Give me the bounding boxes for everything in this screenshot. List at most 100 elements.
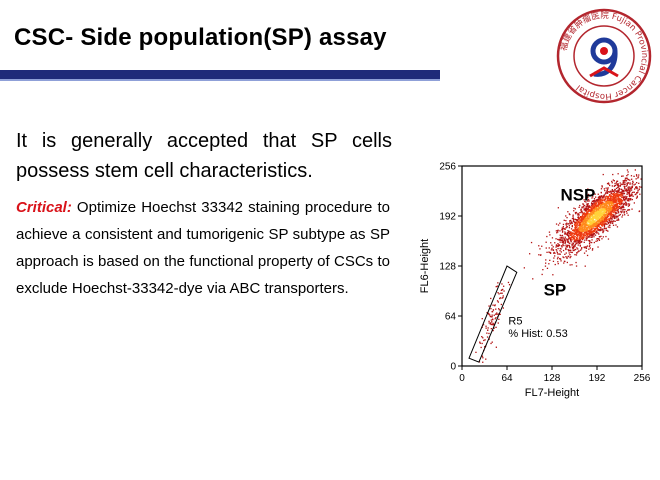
scatter-point: [579, 239, 581, 241]
scatter-point: [594, 206, 596, 208]
scatter-point: [588, 227, 590, 229]
scatter-point: [635, 197, 638, 199]
scatter-point: [611, 185, 613, 187]
scatter-point: [593, 203, 595, 205]
scatter-point: [584, 207, 586, 209]
scatter-point: [587, 232, 589, 235]
scatter-point: [626, 184, 628, 186]
scatter-point: [634, 193, 636, 196]
scatter-point: [589, 219, 591, 222]
scatter-point: [622, 195, 624, 197]
scatter-point: [600, 202, 602, 204]
scatter-point: [573, 218, 575, 220]
scatter-point: [601, 225, 603, 227]
scatter-point: [576, 232, 578, 234]
scatter-point: [488, 322, 490, 324]
scatter-point: [603, 199, 605, 201]
scatter-point: [628, 204, 630, 207]
scatter-point: [612, 193, 614, 196]
scatter-point: [613, 214, 615, 216]
scatter-point: [610, 214, 613, 216]
scatter-point: [597, 238, 599, 240]
scatter-point: [639, 193, 641, 195]
hospital-seal-icon: 福建省肿瘤医院 Fujian Provincial Cancer Hospita…: [556, 8, 652, 104]
scatter-point: [626, 190, 628, 192]
scatter-point: [627, 214, 629, 216]
scatter-point: [596, 213, 599, 216]
scatter-point: [571, 243, 573, 245]
scatter-point: [634, 183, 636, 185]
scatter-point: [595, 204, 597, 206]
scatter-point: [568, 213, 570, 215]
scatter-point: [574, 245, 576, 248]
scatter-point: [559, 237, 561, 239]
scatter-point: [571, 224, 573, 227]
scatter-point: [594, 229, 596, 231]
scatter-point: [595, 203, 598, 205]
scatter-point: [588, 221, 590, 223]
scatter-point: [613, 210, 615, 212]
scatter-point: [618, 190, 620, 193]
scatter-point: [587, 224, 590, 226]
scatter-point: [602, 222, 604, 224]
scatter-point: [622, 214, 624, 216]
scatter-point: [571, 217, 574, 220]
scatter-point: [555, 246, 557, 248]
scatter-point: [605, 235, 607, 238]
scatter-point: [590, 203, 593, 205]
scatter-point: [615, 211, 617, 213]
scatter-point: [539, 248, 541, 250]
scatter-points: [475, 169, 642, 363]
scatter-point: [575, 265, 578, 267]
scatter-point: [583, 237, 585, 240]
scatter-point: [613, 211, 615, 213]
scatter-point: [588, 233, 590, 235]
scatter-point: [583, 229, 585, 231]
scatter-point: [625, 185, 627, 187]
scatter-point: [619, 194, 621, 197]
scatter-point: [592, 217, 594, 219]
scatter-point: [572, 242, 575, 244]
scatter-point: [589, 214, 591, 216]
scatter-point: [497, 282, 499, 284]
scatter-point: [591, 221, 593, 223]
scatter-point: [582, 216, 584, 218]
scatter-point: [636, 175, 638, 177]
scatter-point: [615, 199, 617, 201]
scatter-point: [566, 246, 569, 248]
scatter-point: [618, 194, 620, 196]
scatter-point: [610, 209, 612, 212]
scatter-point: [584, 215, 586, 218]
scatter-point: [623, 198, 625, 200]
scatter-point: [574, 239, 576, 241]
scatter-point: [588, 242, 591, 245]
scatter-point: [616, 216, 618, 218]
scatter-point: [609, 191, 611, 193]
scatter-point: [585, 221, 588, 223]
scatter-point: [598, 217, 600, 219]
scatter-point: [588, 214, 590, 216]
scatter-point: [630, 199, 632, 201]
scatter-point: [569, 264, 571, 266]
scatter-point: [529, 253, 531, 255]
scatter-point: [626, 178, 629, 180]
scatter-point: [607, 206, 609, 208]
scatter-point: [613, 194, 615, 196]
scatter-point: [628, 192, 630, 194]
scatter-point: [587, 236, 589, 238]
scatter-point: [586, 228, 588, 230]
x-tick-label: 256: [634, 373, 651, 384]
scatter-point: [584, 228, 586, 230]
scatter-point: [544, 265, 547, 267]
scatter-point: [578, 222, 580, 224]
scatter-point: [592, 233, 594, 235]
scatter-point: [579, 238, 581, 240]
scatter-point: [612, 222, 614, 225]
scatter-point: [576, 221, 578, 223]
scatter-point: [501, 283, 503, 285]
scatter-point: [611, 211, 613, 213]
scatter-point: [579, 231, 582, 234]
scatter-point: [591, 205, 593, 207]
scatter-point: [617, 196, 620, 198]
scatter-point: [561, 227, 563, 229]
